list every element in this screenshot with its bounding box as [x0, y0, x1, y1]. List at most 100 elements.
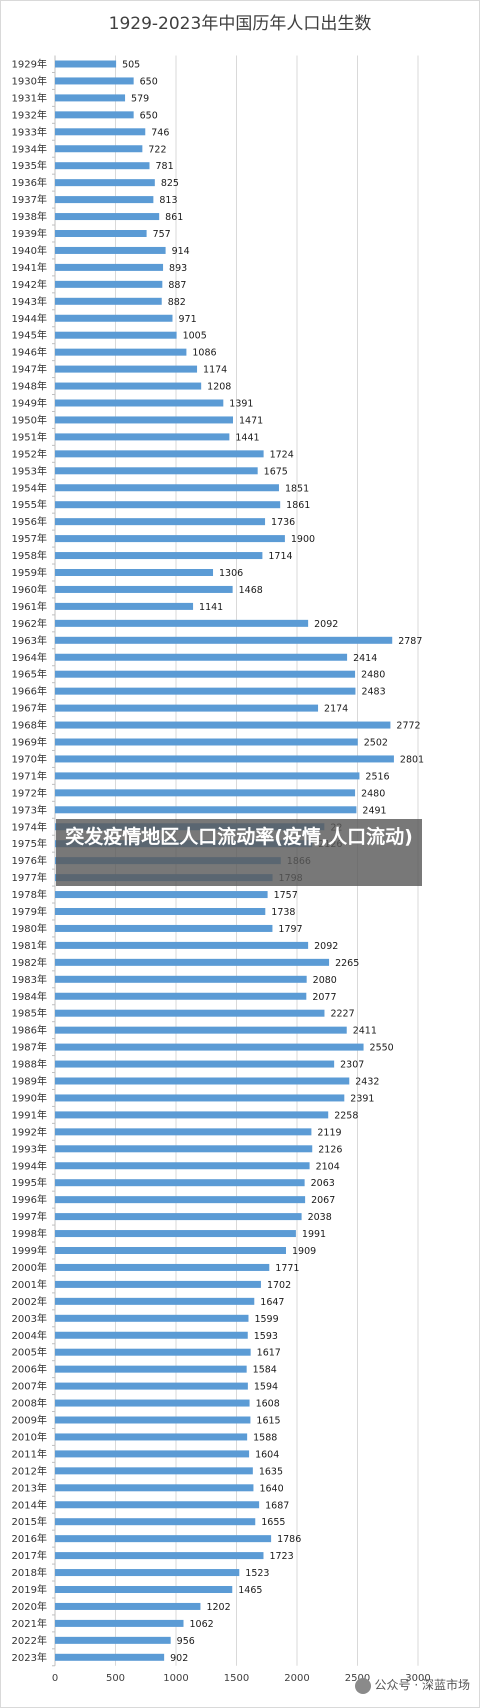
data-label: 1723	[269, 1551, 293, 1562]
bar	[55, 416, 233, 424]
data-label: 1468	[239, 585, 263, 596]
bar	[55, 1213, 302, 1221]
bar	[55, 1314, 249, 1322]
bar	[55, 806, 357, 814]
data-label: 2265	[335, 958, 359, 969]
data-label: 2432	[355, 1077, 379, 1088]
category-label: 1949年	[12, 397, 47, 410]
category-label: 1989年	[12, 1075, 47, 1088]
data-label: 1086	[192, 348, 216, 359]
bar	[55, 1399, 250, 1407]
bar	[55, 467, 258, 475]
category-label: 1929年	[12, 58, 47, 71]
data-label: 2067	[311, 1195, 335, 1206]
data-label: 1617	[257, 1348, 281, 1359]
bar	[55, 569, 214, 576]
category-label: 2005年	[12, 1346, 47, 1359]
data-label: 861	[165, 212, 183, 223]
category-label: 1995年	[12, 1176, 47, 1189]
data-label: 2307	[340, 1060, 364, 1071]
category-label: 2004年	[12, 1329, 47, 1342]
bar	[55, 1077, 350, 1085]
bar	[55, 619, 309, 627]
data-label: 722	[148, 144, 166, 155]
category-label: 1935年	[12, 159, 47, 172]
category-label: 1974年	[12, 820, 47, 833]
data-label: 1861	[286, 500, 310, 511]
category-label: 1992年	[12, 1125, 47, 1138]
data-label: 781	[156, 161, 174, 172]
data-label: 893	[169, 263, 187, 274]
category-label: 2022年	[12, 1634, 47, 1647]
wechat-icon	[354, 1677, 371, 1694]
bar	[55, 1636, 171, 1644]
bar	[55, 77, 134, 85]
data-label: 813	[159, 195, 177, 206]
category-label: 1936年	[12, 176, 47, 189]
data-label: 2480	[361, 788, 385, 799]
category-label: 1959年	[12, 566, 47, 579]
bar	[55, 399, 224, 407]
bar	[55, 1297, 255, 1305]
category-label: 1961年	[12, 600, 47, 613]
data-label: 579	[131, 93, 149, 104]
bar	[55, 1331, 248, 1339]
bar	[55, 297, 162, 305]
category-label: 2000年	[12, 1261, 47, 1274]
data-label: 1655	[261, 1517, 285, 1528]
bar	[55, 518, 266, 526]
bar	[55, 891, 268, 899]
bar	[55, 1111, 329, 1119]
category-label: 1938年	[12, 210, 47, 223]
category-label: 1944年	[12, 312, 47, 325]
category-label: 1966年	[12, 685, 47, 698]
bar	[55, 1230, 296, 1238]
category-label: 1991年	[12, 1108, 47, 1121]
data-label: 1738	[271, 907, 295, 918]
bar	[55, 348, 187, 356]
bar	[55, 1569, 240, 1577]
data-label: 1647	[260, 1297, 284, 1308]
bar	[55, 1060, 335, 1068]
watermark: 公众号 · 深蓝市场	[354, 1676, 470, 1694]
data-label: 825	[161, 178, 179, 189]
data-label: 1202	[206, 1602, 230, 1613]
bar	[55, 1518, 256, 1526]
data-label: 902	[170, 1653, 188, 1664]
data-label: 2411	[353, 1026, 377, 1037]
data-label: 1593	[254, 1331, 278, 1342]
bar	[55, 230, 147, 237]
data-label: 505	[122, 60, 140, 71]
category-label: 2009年	[12, 1414, 47, 1427]
data-label: 1062	[190, 1619, 214, 1630]
data-label: 1471	[239, 415, 263, 426]
category-label: 1951年	[12, 430, 47, 443]
category-label: 1948年	[12, 380, 47, 393]
category-label: 1952年	[12, 447, 47, 460]
data-label: 1615	[256, 1416, 280, 1427]
bar	[55, 111, 134, 119]
bar	[55, 280, 163, 288]
category-label: 2021年	[12, 1617, 47, 1630]
category-label: 2001年	[12, 1278, 47, 1291]
data-label: 914	[172, 246, 190, 257]
bar	[55, 908, 266, 915]
category-label: 1979年	[12, 905, 47, 918]
data-label: 2483	[361, 687, 385, 698]
bar	[55, 145, 143, 153]
category-label: 1968年	[12, 719, 47, 732]
data-label: 1594	[254, 1382, 278, 1393]
data-label: 2227	[330, 1009, 354, 1020]
bar	[55, 1348, 251, 1356]
category-label: 1943年	[12, 295, 47, 308]
bar	[55, 1263, 270, 1271]
data-label: 1523	[245, 1568, 269, 1579]
bar	[55, 1128, 312, 1136]
data-label: 2077	[312, 992, 336, 1003]
category-label: 2007年	[12, 1380, 47, 1393]
data-label: 1851	[285, 483, 309, 494]
data-label: 650	[140, 110, 158, 121]
data-label: 2502	[364, 738, 388, 749]
data-label: 1441	[235, 432, 259, 443]
category-label: 1984年	[12, 990, 47, 1003]
